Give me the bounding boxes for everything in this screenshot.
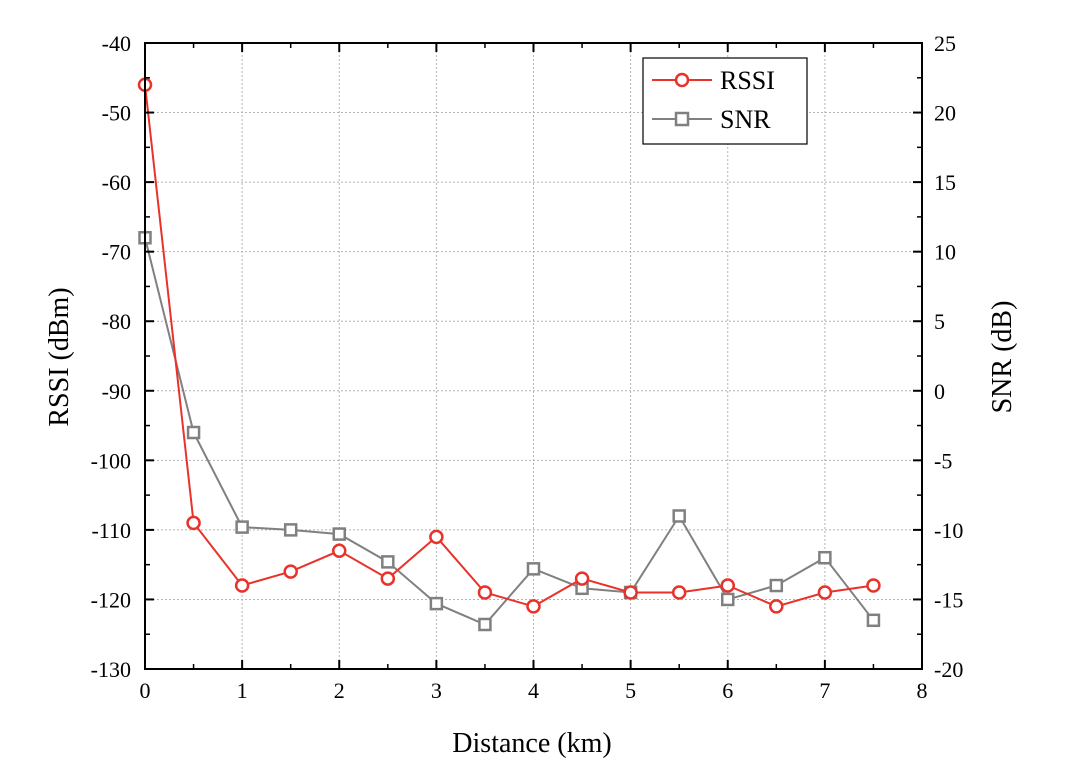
- rssi-point: [283, 564, 298, 579]
- rssi-line: [144, 84, 874, 608]
- x-tick-label: 7: [819, 678, 830, 703]
- y-left-tick-label: -130: [91, 657, 131, 682]
- y-right-tick-label: -5: [934, 448, 952, 473]
- y-right-tick-label: -15: [934, 587, 963, 612]
- y-left-tick-label: -120: [91, 587, 131, 612]
- x-tick-label: 8: [917, 678, 928, 703]
- snr-point: [235, 520, 249, 534]
- x-tick-label: 1: [237, 678, 248, 703]
- legend-snr-label: SNR: [720, 105, 771, 134]
- y-right-tick-label: 20: [934, 101, 956, 126]
- legend-rssi-label: RSSI: [720, 66, 775, 95]
- rssi-point: [477, 585, 493, 600]
- rssi-point: [769, 599, 784, 614]
- x-tick-label: 6: [722, 678, 733, 703]
- ticks: [144, 42, 923, 670]
- snr-point: [769, 578, 784, 593]
- rssi-point: [234, 578, 250, 593]
- y-left-axis-title: RSSI (dBm): [44, 287, 75, 426]
- x-tick-label: 4: [528, 678, 539, 703]
- rssi-point: [866, 578, 881, 593]
- snr-point: [332, 527, 346, 541]
- snr-point: [818, 550, 832, 565]
- tick-labels: 0 1 2 3 4 5 6 7 8-40-50-60-70-80-90-100-110-120-…: [91, 31, 964, 703]
- snr-point: [381, 555, 395, 569]
- rssi-point: [186, 515, 201, 531]
- snr-point: [721, 592, 735, 607]
- x-tick-label: 0: [140, 678, 151, 703]
- y-left-tick-label: -50: [102, 101, 131, 126]
- y-right-axis-title: SNR (dB): [987, 301, 1018, 414]
- rssi-point: [671, 585, 687, 600]
- rssi-point: [429, 529, 444, 545]
- snr-point: [478, 617, 492, 632]
- y-right-tick-label: 5: [934, 309, 945, 334]
- y-right-tick-label: -20: [934, 657, 963, 682]
- legend-snr-marker: [674, 111, 690, 127]
- y-left-tick-label: -90: [102, 379, 131, 404]
- snr-point: [526, 562, 541, 576]
- snr-point: [672, 509, 686, 523]
- snr-point: [186, 425, 201, 440]
- y-right-tick-label: 15: [934, 170, 956, 195]
- y-right-tick-label: 25: [934, 31, 956, 56]
- x-tick-label: 3: [431, 678, 442, 703]
- y-right-tick-label: 0: [934, 379, 945, 404]
- rssi-point: [380, 571, 396, 586]
- y-right-tick-label: -10: [934, 518, 963, 543]
- snr-point: [429, 596, 444, 611]
- y-left-tick-label: -80: [102, 309, 131, 334]
- snr-line: [144, 237, 875, 626]
- y-left-tick-label: -40: [102, 31, 131, 56]
- snr-point: [283, 523, 298, 537]
- rssi-point: [332, 543, 347, 559]
- series-layer: [137, 77, 881, 632]
- rssi-point: [574, 571, 590, 586]
- rssi-point: [623, 585, 638, 600]
- x-axis-title: Distance (km): [452, 728, 611, 759]
- legend-rssi-marker: [674, 72, 690, 88]
- snr-point: [866, 613, 881, 628]
- y-left-tick-label: -100: [91, 448, 131, 473]
- y-left-tick-label: -60: [102, 170, 131, 195]
- y-right-tick-label: 10: [934, 240, 956, 265]
- legend-box: [642, 57, 808, 145]
- rssi-point: [526, 599, 541, 614]
- x-tick-label: 2: [334, 678, 345, 703]
- rssi-point: [817, 585, 833, 600]
- y-left-tick-label: -70: [102, 240, 131, 265]
- x-tick-label: 5: [625, 678, 636, 703]
- rssi-point: [720, 578, 735, 593]
- legend: RSSI SNR: [642, 57, 808, 145]
- y-left-tick-label: -110: [91, 518, 131, 543]
